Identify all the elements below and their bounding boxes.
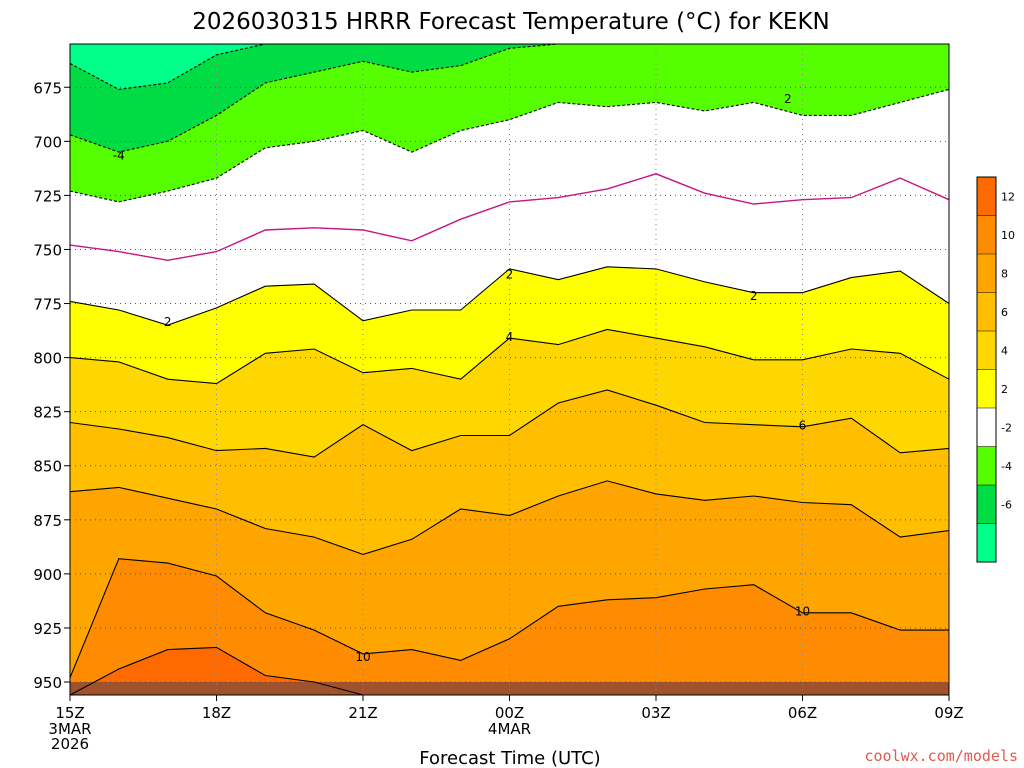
colorbar-label: 4 xyxy=(1001,344,1008,357)
x-tick-label: 00Z xyxy=(495,704,524,722)
colorbar-label: 6 xyxy=(1001,306,1008,319)
contour-line--2 xyxy=(69,88,950,203)
y-tick-label: 800 xyxy=(33,350,62,368)
colorbar-swatch xyxy=(977,254,996,293)
fill-region-above--4 xyxy=(70,44,949,153)
colorbar-swatch xyxy=(977,446,996,485)
colorbar-label: 10 xyxy=(1001,229,1015,242)
x-tick-label: 18Z xyxy=(202,704,231,722)
x-tick-sublabel: 4MAR xyxy=(488,720,531,738)
chart-title: 2026030315 HRRR Forecast Temperature (°C… xyxy=(192,9,830,35)
y-tick-label: 925 xyxy=(33,620,62,638)
fill-region-above--6 xyxy=(70,44,949,90)
colorbar-label: -4 xyxy=(1001,460,1012,473)
colorbar-swatch xyxy=(977,485,996,524)
contour-line-8 xyxy=(69,480,950,555)
contour-line-4 xyxy=(69,328,950,385)
contour-label: 10 xyxy=(355,650,370,664)
y-tick-label: 700 xyxy=(33,133,62,151)
colorbar-label: 8 xyxy=(1001,267,1008,280)
y-tick-label: 825 xyxy=(33,404,62,422)
ground-surface xyxy=(70,682,949,695)
contour-line-10 xyxy=(69,558,949,678)
contour-label: 2 xyxy=(784,92,792,106)
x-tick-label: 21Z xyxy=(348,704,377,722)
contour-label: 6 xyxy=(799,419,807,433)
contour-label: 2 xyxy=(750,289,758,303)
y-tick-label: 900 xyxy=(33,566,62,584)
x-tick-sublabel: 3MAR xyxy=(48,720,91,738)
y-tick-label: 875 xyxy=(33,512,62,530)
y-tick-label: 775 xyxy=(33,296,62,314)
colorbar-label: -6 xyxy=(1001,498,1012,511)
x-tick-sublabel: 2026 xyxy=(51,735,89,753)
contour-label: 4 xyxy=(506,330,514,344)
contour-label: -4 xyxy=(113,148,125,162)
colorbar-swatch xyxy=(977,331,996,370)
colorbar-swatch xyxy=(977,215,996,254)
axes: 675 700 725 750 775 800 825 850 875 900 925 950 15Z3… xyxy=(33,43,964,753)
contour-line-0 xyxy=(69,173,950,262)
y-tick-label: 750 xyxy=(33,241,62,259)
contour-line-2 xyxy=(69,266,950,326)
x-axis-label: Forecast Time (UTC) xyxy=(419,748,600,768)
y-tick-label: 950 xyxy=(33,674,62,692)
x-tick-label: 06Z xyxy=(788,704,817,722)
colorbar-label: -2 xyxy=(1001,421,1012,434)
colorbar-label: 2 xyxy=(1001,383,1008,396)
credit-text: coolwx.com/models xyxy=(864,747,1018,765)
colorbar-label: 12 xyxy=(1001,190,1015,203)
contour-line-6 xyxy=(69,389,950,458)
x-tick-label: 03Z xyxy=(641,704,670,722)
x-tick-label: 15Z xyxy=(55,704,84,722)
contour-label: 10 xyxy=(795,605,810,619)
colorbar-swatch xyxy=(977,523,996,562)
colorbar-swatch xyxy=(977,369,996,408)
contour-label: 2 xyxy=(506,267,514,281)
y-tick-label: 675 xyxy=(33,79,62,97)
colorbar-swatch xyxy=(977,292,996,331)
contour-label: 2 xyxy=(164,315,172,329)
colorbar-legend: 12 10 8 6 4 2 -2 -4 -6 xyxy=(976,176,1015,563)
colorbar-swatch xyxy=(977,177,996,216)
colorbar-swatch xyxy=(977,408,996,447)
y-tick-label: 850 xyxy=(33,458,62,476)
y-tick-label: 725 xyxy=(33,187,62,205)
plot-area: 2 -4 2 2 2 4 6 10 10 xyxy=(69,43,950,696)
x-tick-label: 09Z xyxy=(934,704,963,722)
fill-region-above--2 xyxy=(70,44,949,202)
